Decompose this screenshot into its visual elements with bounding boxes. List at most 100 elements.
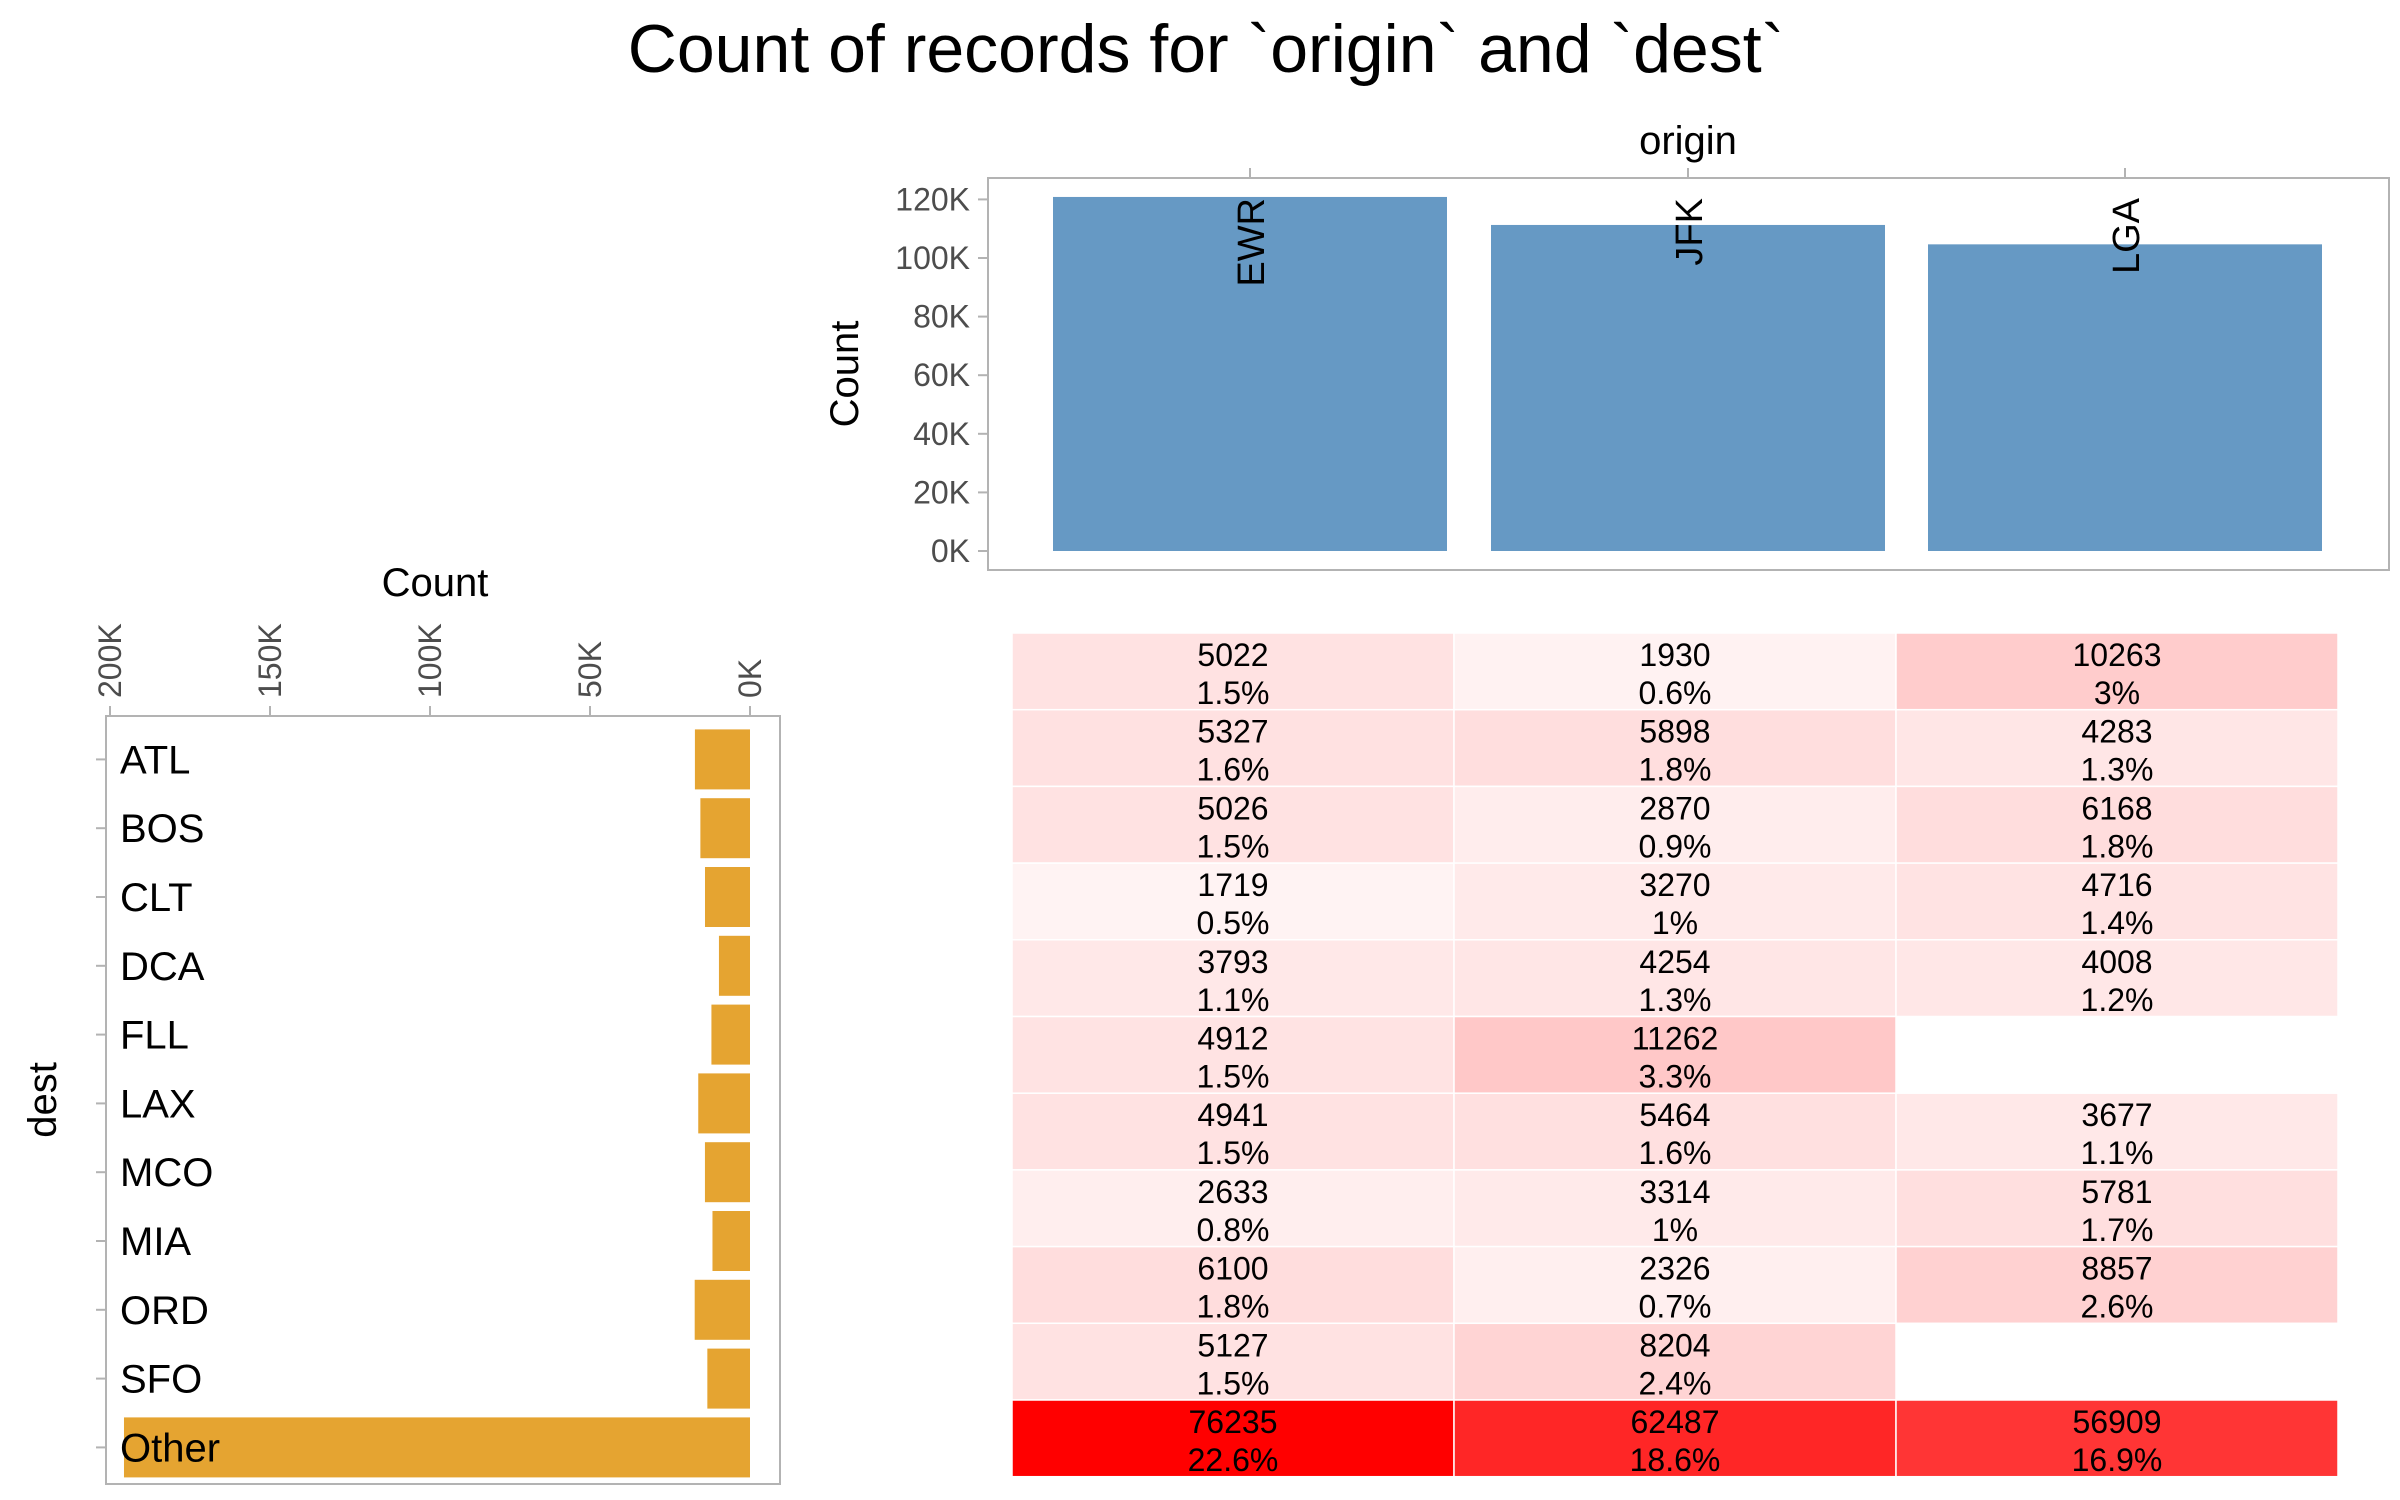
heatmap-cell-percent: 1.1% [2081,1135,2154,1171]
heatmap-cell-count: 2633 [1197,1174,1268,1210]
heatmap-cell [1011,1092,1455,1171]
heatmap-cell-percent: 1.5% [1197,1365,1270,1401]
heatmap-cell-percent: 1.4% [2081,905,2154,941]
dest-category-label: Other [120,1426,220,1470]
heatmap-cell-count: 3270 [1639,867,1710,903]
heatmap-cell [1895,862,2339,941]
heatmap-cell-count: 56909 [2073,1404,2162,1440]
heatmap-cell-percent: 1.5% [1197,1059,1270,1095]
dest-count-axis-title: Count [382,561,489,605]
heatmap-cell-count: 3314 [1639,1174,1710,1210]
dest-bar [707,1348,750,1409]
origin-ytick-label: 100K [895,240,970,276]
heatmap-cell-percent: 1% [1652,905,1698,941]
origin-ytick-label: 120K [895,181,970,217]
heatmap-cell-percent: 1.3% [1639,982,1712,1018]
heatmap-cell [1453,1399,1897,1478]
chart-title: Count of records for `origin` and `dest` [628,11,1785,87]
origin-axis-title: origin [1639,119,1737,163]
heatmap-cell [1011,1015,1455,1094]
origin-ytick-label: 80K [913,299,970,335]
heatmap-cell [1453,632,1897,711]
heatmap-cell-percent: 1.8% [1639,752,1712,788]
heatmap-cell-count: 3677 [2081,1097,2152,1133]
origin-ytick-label: 20K [913,474,970,510]
heatmap-cell-percent: 1.6% [1197,752,1270,788]
heatmap-cell [1011,939,1455,1018]
heatmap-cell [1453,708,1897,788]
dest-bar [694,729,750,790]
heatmap-cell-percent: 1.8% [2081,828,2154,864]
dest-xtick-label: 50K [572,641,608,698]
heatmap-cell-percent: 0.6% [1639,675,1712,711]
dest-bar [700,798,750,859]
heatmap-cell-count: 6100 [1197,1251,1268,1287]
dest-category-label: MCO [120,1151,213,1195]
heatmap-cell-percent: 0.7% [1639,1289,1712,1325]
heatmap-cell-count: 5327 [1197,714,1268,750]
heatmap-cell [1453,1169,1897,1248]
dest-bar [704,867,750,927]
origin-category-label: EWR [1231,198,1273,287]
heatmap-cell-count: 5898 [1639,714,1710,750]
heatmap-cell-percent: 1.6% [1639,1135,1712,1171]
dest-category-label: FLL [120,1014,189,1058]
heatmap-cell-percent: 1.7% [2081,1212,2154,1248]
dest-bar [718,935,750,996]
heatmap-cell [1453,1015,1897,1094]
dest-bar [694,1279,750,1340]
heatmap-cell-count: 62487 [1631,1404,1720,1440]
heatmap-cell-percent: 2.6% [2081,1289,2154,1325]
heatmap-cell [1453,1092,1897,1171]
heatmap-cell-count: 5026 [1197,790,1268,826]
count-axis-title: Count [823,321,867,428]
heatmap-cell [1011,785,1455,864]
heatmap-cell [1895,708,2339,788]
heatmap-cell-percent: 1.1% [1197,982,1270,1018]
dest-category-label: SFO [120,1358,202,1402]
heatmap-cell-count: 5022 [1197,637,1268,673]
heatmap-cell [1895,785,2339,864]
heatmap-cell [1895,1092,2339,1171]
heatmap-cell-percent: 1.2% [2081,982,2154,1018]
origin-ytick-label: 60K [913,357,970,393]
heatmap-cell-count: 8857 [2081,1251,2152,1287]
dest-xtick-label: 150K [252,623,288,698]
heatmap-cell-count: 1719 [1197,867,1268,903]
dest-category-label: LAX [120,1082,196,1126]
heatmap-cell-count: 4912 [1197,1021,1268,1057]
dest-category-label: DCA [120,945,205,989]
dest-category-label: ORD [120,1289,209,1333]
heatmap-cell-percent: 0.8% [1197,1212,1270,1248]
heatmap-cell-count: 8204 [1639,1327,1710,1363]
heatmap-cell-count: 3793 [1197,944,1268,980]
dest-bar [698,1073,750,1134]
heatmap-cell-count: 4941 [1197,1097,1268,1133]
heatmap-cell-count: 2870 [1639,790,1710,826]
heatmap-cell [1895,1245,2339,1325]
heatmap-cell-count: 76235 [1189,1404,1278,1440]
dest-bar [712,1211,750,1271]
dest-xtick-label: 100K [412,623,448,698]
dest-category-label: MIA [120,1220,191,1264]
heatmap-cell-count: 4716 [2081,867,2152,903]
heatmap-cell-percent: 1.8% [1197,1289,1270,1325]
heatmap-cell-percent: 3.3% [1639,1059,1712,1095]
dest-xtick-label: 0K [732,659,768,698]
heatmap-cell [1453,862,1897,941]
origin-ytick-label: 0K [931,533,970,569]
heatmap-cell [1011,632,1455,711]
origin-category-label: JFK [1669,198,1711,266]
dest-category-label: ATL [120,738,190,782]
heatmap-cell-percent: 0.5% [1197,905,1270,941]
heatmap-cell-percent: 2.4% [1639,1365,1712,1401]
heatmap-cell [1453,939,1897,1018]
heatmap-cell-count: 5127 [1197,1327,1268,1363]
heatmap-cell [1895,632,2339,711]
dest-bar [123,1417,751,1478]
origin-bar-chart: origin Count 0K 20K 40K 60K 80K 100K 120K EWR J… [823,119,2390,571]
heatmap-cell-percent: 22.6% [1188,1442,1279,1478]
heatmap-cell-percent: 0.9% [1639,828,1712,864]
heatmap-cell-count: 4008 [2081,944,2152,980]
